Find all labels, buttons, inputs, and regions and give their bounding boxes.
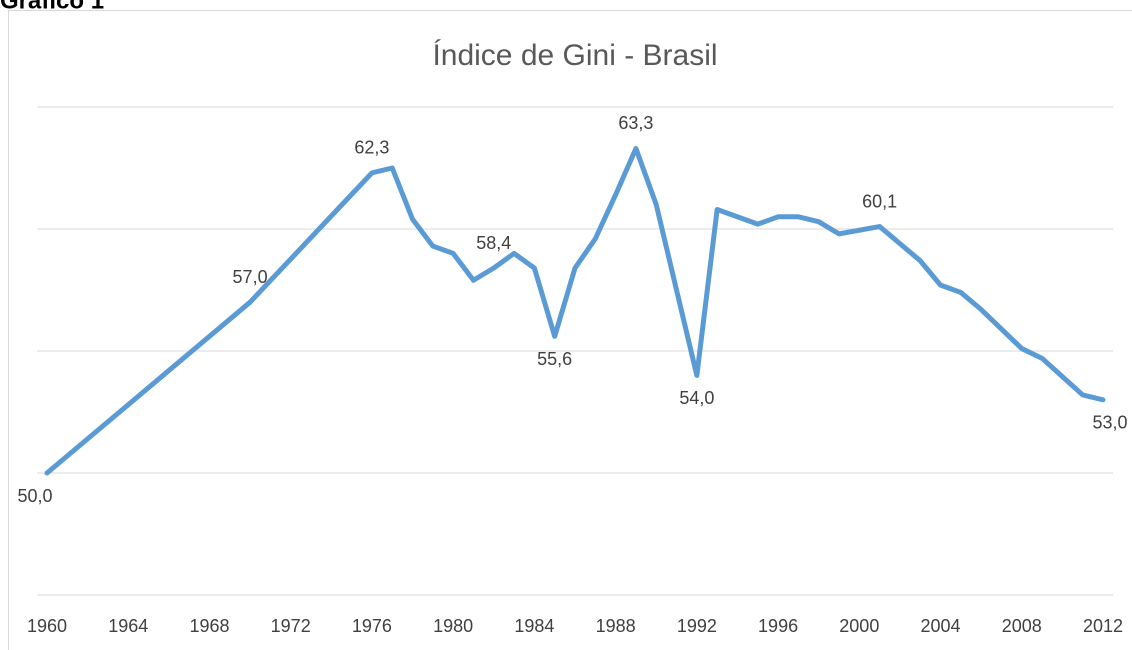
x-tick-label: 2008	[1002, 616, 1042, 636]
x-tick-label: 1980	[433, 616, 473, 636]
data-line	[44, 145, 1106, 476]
x-tick-label: 1992	[677, 616, 717, 636]
x-tick-label: 1972	[271, 616, 311, 636]
x-tick-label: 1988	[596, 616, 636, 636]
data-label: 50,0	[17, 486, 52, 506]
x-tick-label: 2000	[839, 616, 879, 636]
data-label: 60,1	[862, 191, 897, 211]
x-tick-label: 1976	[352, 616, 392, 636]
data-label: 54,0	[679, 388, 714, 408]
figure-caption: Gráfico 1	[0, 0, 104, 14]
data-label: 55,6	[537, 349, 572, 369]
data-label: 58,4	[476, 233, 511, 253]
x-tick-label: 1968	[189, 616, 229, 636]
x-tick-label: 1960	[27, 616, 67, 636]
data-label: 62,3	[354, 138, 389, 158]
data-label: 63,3	[618, 113, 653, 133]
data-label: 57,0	[233, 267, 268, 287]
x-tick-label: 2004	[921, 616, 961, 636]
x-tick-label: 1984	[514, 616, 554, 636]
data-label: 53,0	[1092, 413, 1127, 433]
x-tick-label: 1996	[758, 616, 798, 636]
x-tick-label: 1964	[108, 616, 148, 636]
chart-frame	[8, 10, 1132, 650]
chart-title: Índice de Gini - Brasil	[432, 39, 717, 72]
x-tick-label: 2012	[1083, 616, 1123, 636]
